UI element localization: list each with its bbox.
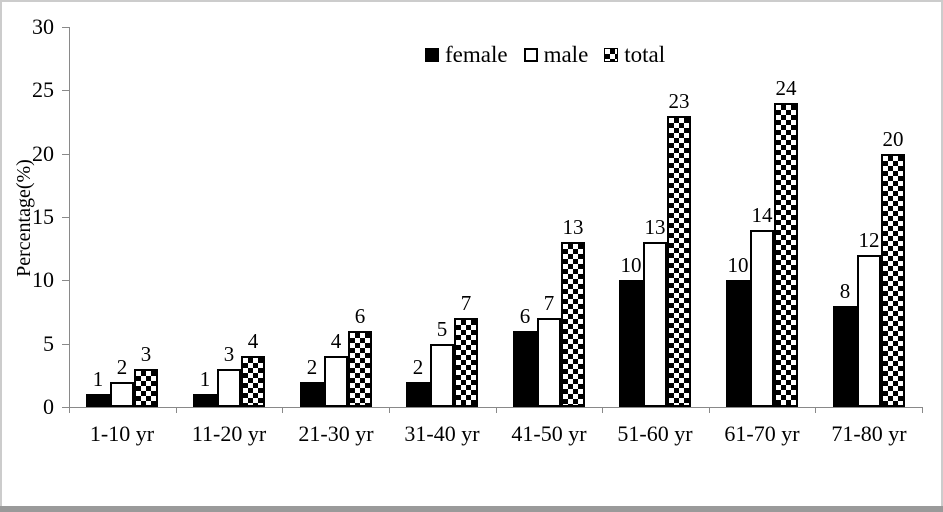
- bar-value-label: 10: [727, 253, 749, 277]
- legend-label-male: male: [543, 42, 589, 67]
- x-axis-tick: [282, 407, 283, 413]
- bar-value-label: 4: [247, 329, 259, 353]
- bar-value-label: 12: [858, 228, 880, 252]
- bar-male: [430, 344, 454, 407]
- bar-value-label: 5: [436, 317, 448, 341]
- y-axis-tick: [62, 280, 69, 281]
- bar-female: [619, 280, 643, 407]
- bar-total: [667, 116, 691, 407]
- bar-value-label: 14: [751, 203, 773, 227]
- bar-value-label: 6: [354, 304, 366, 328]
- bar-value-label: 7: [460, 291, 472, 315]
- x-tick-label: 71-80 yr: [831, 421, 907, 446]
- bar-male: [750, 230, 774, 407]
- total-swatch-icon: [604, 48, 619, 62]
- legend-label-female: female: [445, 42, 508, 67]
- bar-total: [561, 242, 585, 407]
- x-axis-tick: [69, 407, 70, 413]
- female-swatch-icon: [425, 48, 439, 62]
- bar-value-label: 4: [330, 329, 342, 353]
- bar-total: [348, 331, 372, 407]
- bar-male: [537, 318, 561, 407]
- legend-item-female: female: [425, 42, 508, 68]
- y-tick-label: 15: [32, 204, 54, 229]
- y-tick-label: 0: [43, 394, 54, 419]
- x-axis-tick: [815, 407, 816, 413]
- bar-value-label: 1: [92, 367, 104, 391]
- bar-value-label: 8: [839, 279, 851, 303]
- bar-male: [324, 356, 348, 407]
- bar-value-label: 2: [412, 355, 424, 379]
- y-axis-line: [69, 27, 70, 407]
- bar-female: [406, 382, 430, 407]
- legend-label-total: total: [624, 42, 666, 67]
- y-tick-label: 30: [32, 14, 54, 39]
- x-tick-label: 31-40 yr: [404, 421, 480, 446]
- bar-female: [300, 382, 324, 407]
- x-tick-label: 1-10 yr: [89, 421, 155, 446]
- bar-male: [110, 382, 134, 407]
- bar-male: [217, 369, 241, 407]
- y-axis-tick: [62, 154, 69, 155]
- y-tick-label: 25: [32, 77, 54, 102]
- y-axis-tick: [62, 27, 69, 28]
- y-tick-label: 5: [43, 331, 54, 356]
- legend: female male total: [425, 42, 665, 68]
- bar-value-label: 6: [519, 304, 531, 328]
- x-tick-label: 11-20 yr: [191, 421, 267, 446]
- y-axis-tick: [62, 344, 69, 345]
- bar-female: [726, 280, 750, 407]
- y-axis-tick: [62, 90, 69, 91]
- bar-value-label: 13: [562, 215, 584, 239]
- bar-value-label: 24: [775, 76, 797, 100]
- y-tick-label: 20: [32, 141, 54, 166]
- x-axis-tick: [602, 407, 603, 413]
- y-axis-tick: [62, 407, 69, 408]
- legend-item-total: total: [604, 42, 665, 68]
- y-axis-tick: [62, 217, 69, 218]
- bar-female: [513, 331, 537, 407]
- bar-value-label: 20: [882, 127, 904, 151]
- bar-value-label: 13: [644, 215, 666, 239]
- bar-female: [86, 394, 110, 407]
- bar-value-label: 2: [116, 355, 128, 379]
- bar-value-label: 23: [668, 89, 690, 113]
- x-axis-tick: [176, 407, 177, 413]
- bar-total: [134, 369, 158, 407]
- x-tick-label: 21-30 yr: [298, 421, 374, 446]
- bar-female: [833, 306, 857, 407]
- x-tick-label: 61-70 yr: [724, 421, 800, 446]
- male-swatch-icon: [523, 48, 538, 62]
- bar-male: [857, 255, 881, 407]
- bar-value-label: 7: [543, 291, 555, 315]
- x-axis-tick: [922, 407, 923, 413]
- x-axis-tick: [709, 407, 710, 413]
- bar-total: [774, 103, 798, 407]
- bar-value-label: 1: [199, 367, 211, 391]
- bar-male: [643, 242, 667, 407]
- bar-value-label: 3: [223, 342, 235, 366]
- bar-female: [193, 394, 217, 407]
- bar-value-label: 10: [620, 253, 642, 277]
- bar-value-label: 2: [306, 355, 318, 379]
- legend-item-male: male: [523, 42, 589, 68]
- x-tick-label: 41-50 yr: [511, 421, 587, 446]
- bar-total: [454, 318, 478, 407]
- bar-total: [241, 356, 265, 407]
- bar-value-label: 3: [140, 342, 152, 366]
- bottom-border: [0, 506, 943, 512]
- y-tick-label: 10: [32, 267, 54, 292]
- bar-total: [881, 154, 905, 407]
- x-tick-label: 51-60 yr: [617, 421, 693, 446]
- x-axis-tick: [389, 407, 390, 413]
- x-axis-tick: [496, 407, 497, 413]
